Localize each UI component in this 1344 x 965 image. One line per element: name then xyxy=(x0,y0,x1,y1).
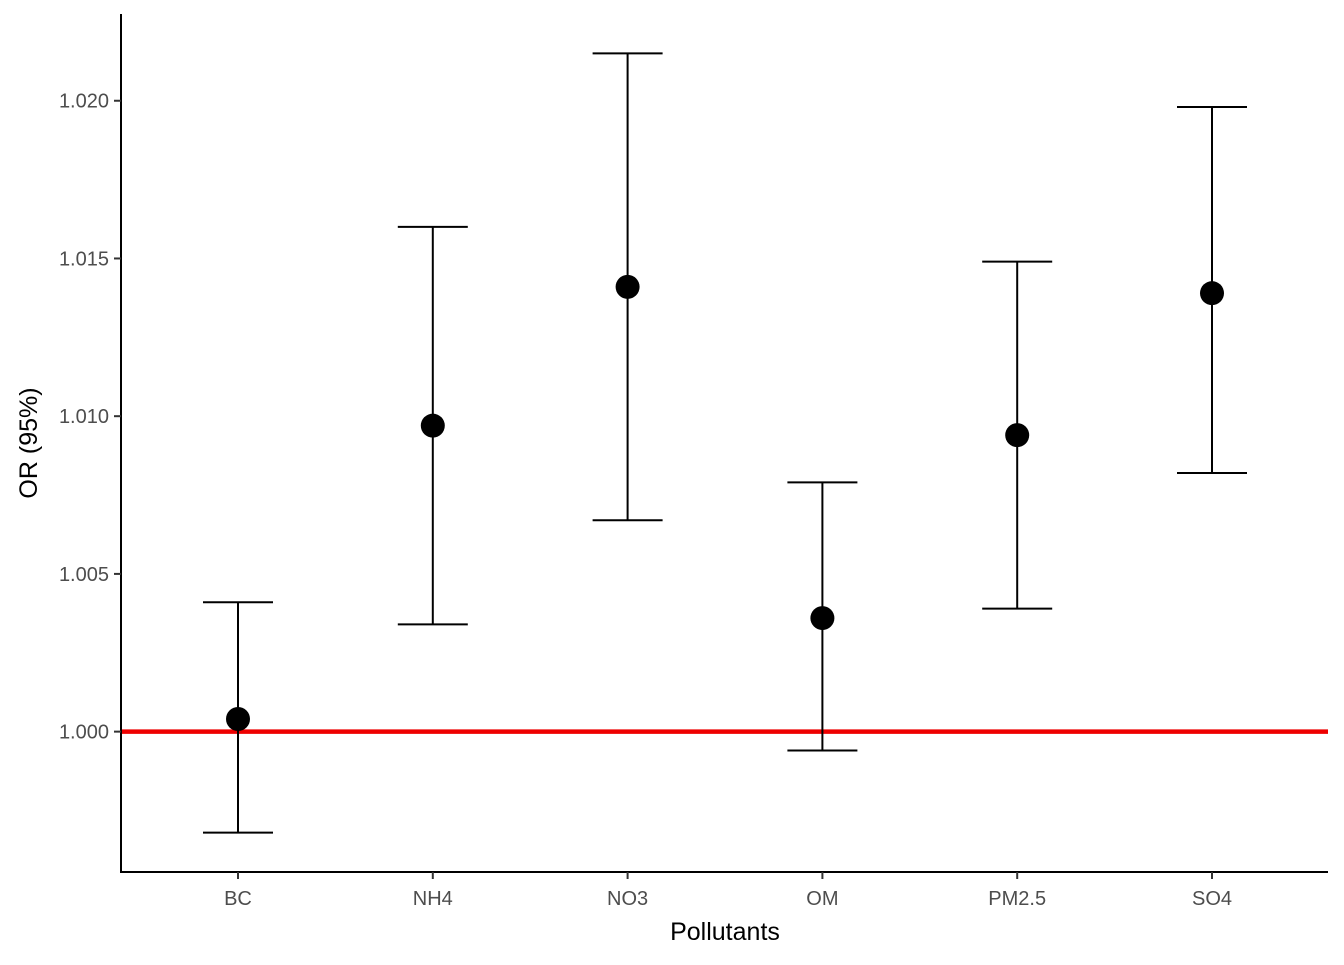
point-bc xyxy=(226,707,250,732)
point-so4 xyxy=(1200,281,1224,306)
point-group xyxy=(226,274,1224,732)
y-tick-label: 1.015 xyxy=(59,248,109,270)
axes-group xyxy=(120,14,1328,873)
point-no3 xyxy=(615,274,640,299)
y-tick-label: 1.005 xyxy=(59,564,109,586)
x-axis-title: Pollutants xyxy=(670,918,780,946)
x-tick-label: SO4 xyxy=(1192,888,1232,910)
point-nh4 xyxy=(420,413,445,438)
point-pm2-5 xyxy=(1005,423,1030,448)
x-tick-label: BC xyxy=(224,888,252,910)
x-tick-label: NH4 xyxy=(413,888,453,910)
x-tick-group: BC NH4 NO3 OM PM2.5 SO4 xyxy=(224,872,1232,910)
errorbar-group xyxy=(203,52,1247,834)
y-axis-title: OR (95%) xyxy=(15,387,43,498)
point-om xyxy=(810,606,835,631)
x-tick-label: NO3 xyxy=(607,888,648,910)
x-tick-label: OM xyxy=(806,888,838,910)
y-tick-label: 1.000 xyxy=(59,722,109,744)
x-tick-label: PM2.5 xyxy=(988,888,1046,910)
y-tick-label: 1.010 xyxy=(59,406,109,428)
y-tick-label: 1.020 xyxy=(59,91,109,113)
y-tick-group: 1.000 1.005 1.010 1.015 1.020 xyxy=(59,91,121,744)
